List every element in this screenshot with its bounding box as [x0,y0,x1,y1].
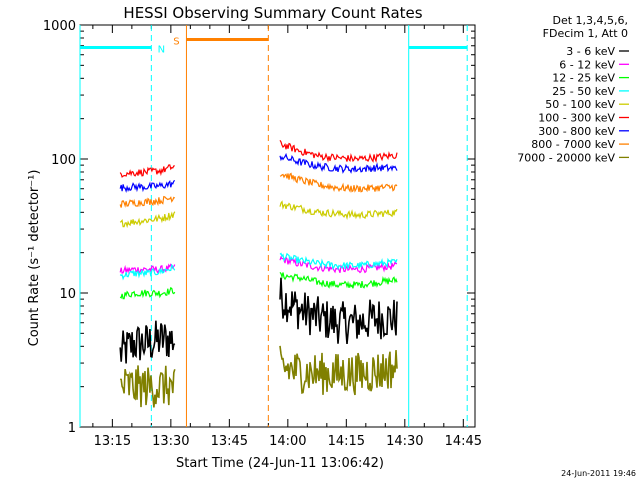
y-tick-label: 100 [51,153,76,168]
series-line [119,286,176,300]
legend-entry-label: 6 - 12 keV [559,58,615,71]
series-line [119,320,176,364]
y-tick-label: 1 [68,421,76,436]
legend-title-line-2: FDecim 1, Att 0 [543,27,628,40]
legend-entry-label: 800 - 7000 keV [531,138,615,151]
series-line [119,195,176,208]
series-line [279,277,398,344]
legend-entry-label: 12 - 25 keV [552,72,615,85]
plot-area: 1 10 100 1000 13:15 13:30 13:45 14:00 14:15 14:30… [43,19,482,449]
x-tick-label: 13:45 [211,434,248,449]
y-tick-label: 1000 [43,19,76,34]
series-line [279,139,398,163]
legend-entry-label: 7000 - 20000 keV [517,151,615,164]
legend-entry-label: 3 - 6 keV [566,45,615,58]
night-annotation: N [158,44,165,55]
series-line [279,200,398,221]
chart-title: HESSI Observing Summary Count Rates [123,4,422,22]
x-tick-label: 14:30 [386,434,423,449]
series-line [279,345,398,396]
series-line [279,272,398,289]
series-line [119,164,175,178]
x-tick-label: 14:00 [269,434,306,449]
x-tick-label: 14:45 [445,434,482,449]
series-line [119,365,176,408]
y-tick-label: 10 [59,287,76,302]
series-line [279,252,398,271]
x-axis-label: Start Time (24-Jun-11 13:06:42) [176,456,384,471]
plot-frame [79,24,476,428]
series-line [119,263,176,281]
series-line [279,152,398,174]
series-line [119,211,176,229]
legend-title-line-1: Det 1,3,4,5,6, [552,14,628,27]
legend: Det 1,3,4,5,6, FDecim 1, Att 0 3 - 6 keV… [517,14,629,164]
legend-entry-label: 25 - 50 keV [552,85,615,98]
y-axis-label: Count Rate (s⁻¹ detector⁻¹) [27,170,42,347]
legend-entry-label: 300 - 800 keV [538,125,615,138]
legend-entry-label: 100 - 300 keV [538,112,615,125]
saa-annotation: S [173,36,179,47]
legend-entry-label: 50 - 100 keV [545,98,615,111]
x-tick-label: 13:15 [94,434,131,449]
series-line [119,179,176,194]
x-tick-label: 14:15 [328,434,365,449]
series-line [279,172,398,193]
x-tick-label: 13:30 [152,434,189,449]
generation-timestamp: 24-Jun-2011 19:46 [561,469,636,478]
